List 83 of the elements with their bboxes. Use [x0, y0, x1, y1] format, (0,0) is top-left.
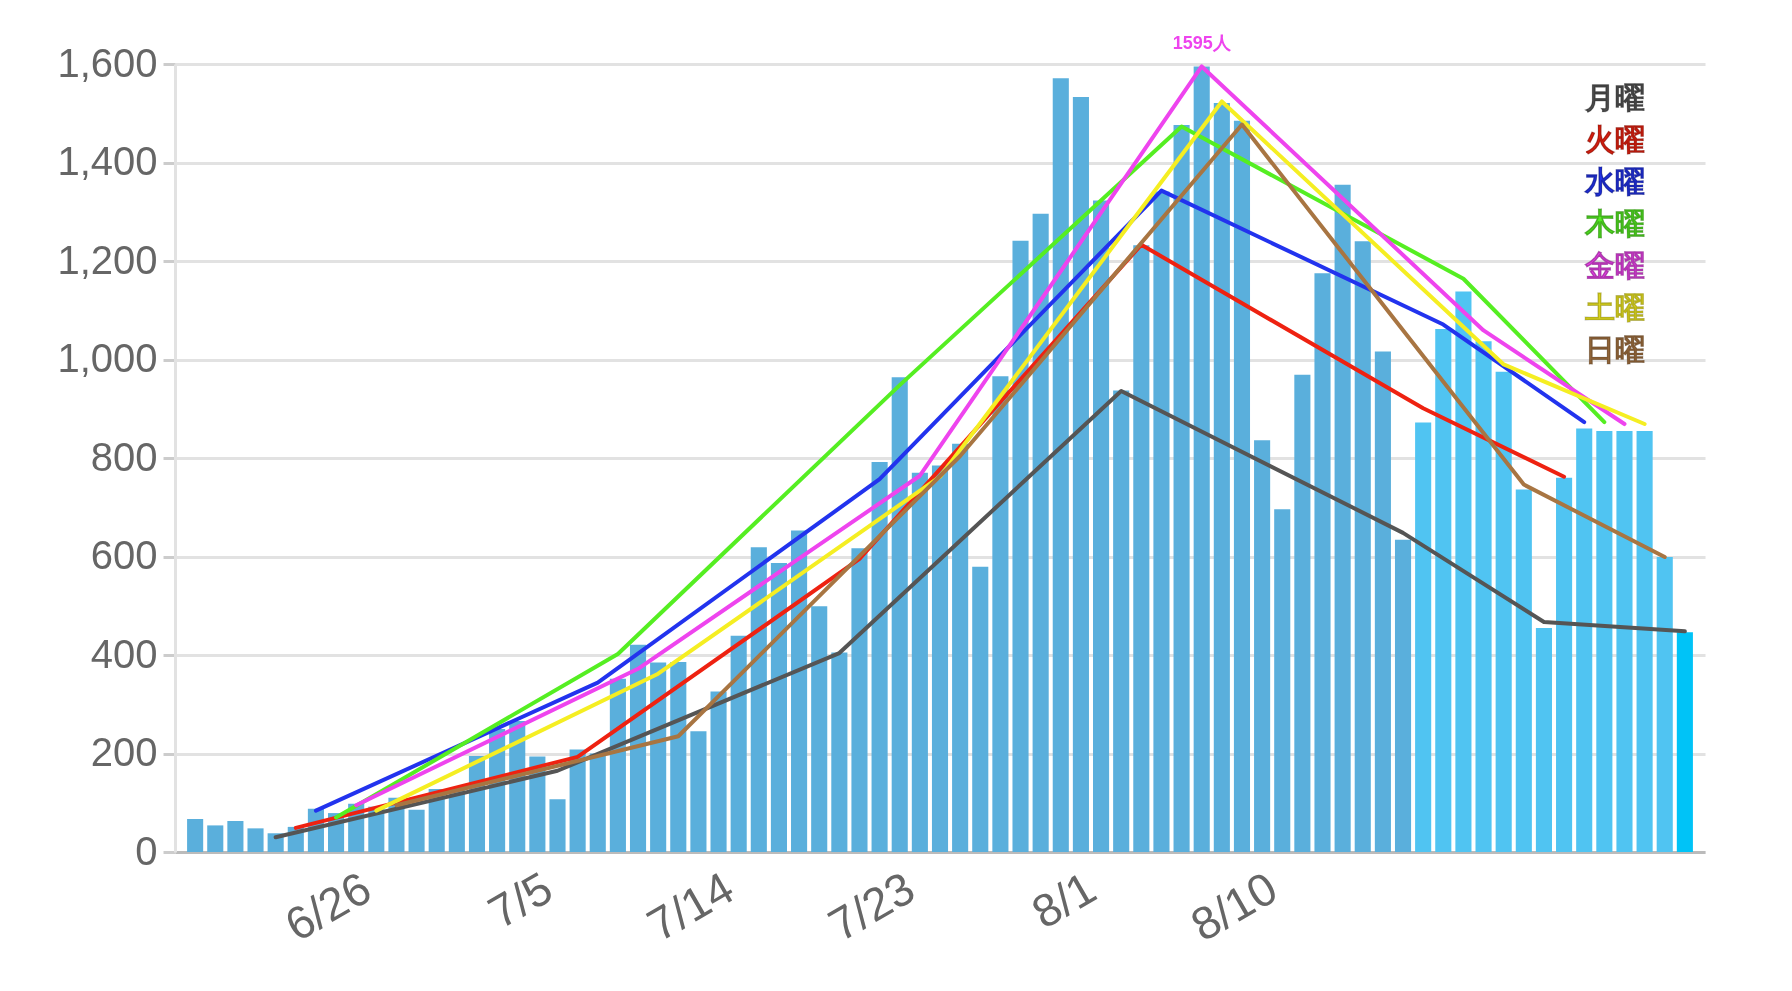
bar — [1093, 200, 1110, 852]
bar — [1233, 120, 1251, 852]
x-tick-label: 7/14 — [638, 861, 743, 952]
y-tick-label: 200 — [90, 730, 158, 774]
bar — [187, 819, 204, 852]
bar — [1173, 125, 1190, 852]
bar — [1616, 430, 1633, 852]
bar — [931, 465, 949, 852]
bar — [1676, 632, 1693, 852]
y-tick-label: 1,600 — [57, 40, 158, 85]
bar — [1153, 191, 1170, 852]
x-tick-label: 6/26 — [276, 861, 380, 952]
bar — [1254, 440, 1271, 852]
bar — [1394, 539, 1412, 852]
bar — [1012, 240, 1029, 852]
bar — [871, 461, 888, 852]
bar — [1072, 97, 1089, 852]
bar — [1556, 477, 1573, 852]
y-tick-label: 1,200 — [57, 237, 158, 282]
bar — [992, 376, 1009, 852]
bar — [730, 635, 747, 852]
text: 日曜 — [1585, 333, 1645, 366]
bar — [1596, 430, 1613, 852]
bar — [1415, 422, 1432, 852]
bar — [1032, 213, 1049, 852]
bar — [710, 691, 727, 852]
bar — [207, 825, 224, 852]
line-series — [273, 389, 1687, 840]
bar — [1354, 241, 1371, 852]
bar — [650, 662, 667, 852]
bar — [1656, 556, 1673, 852]
y-tick-label: 600 — [90, 533, 158, 577]
text: 月曜 — [1584, 81, 1645, 114]
x-tick-label: 8/1 — [1023, 861, 1105, 939]
bar — [770, 562, 787, 852]
bar — [1213, 102, 1230, 852]
y-tick-label: 0 — [135, 828, 158, 873]
bar — [911, 472, 928, 852]
bar — [408, 809, 425, 852]
bar — [1314, 273, 1331, 852]
annotation: 1595人 — [1172, 33, 1232, 54]
bar — [851, 548, 868, 852]
bar — [549, 799, 566, 852]
bar — [891, 377, 908, 852]
text: 木曜 — [1584, 207, 1645, 240]
bar — [690, 731, 707, 852]
bar — [1435, 328, 1452, 852]
bar — [1455, 291, 1472, 852]
y-tick-label: 1,000 — [57, 336, 158, 380]
text: 火曜 — [1585, 123, 1645, 156]
bar — [1636, 430, 1653, 852]
bar — [1495, 371, 1512, 852]
bar — [1274, 509, 1291, 852]
bar — [1535, 627, 1552, 852]
bar — [589, 753, 606, 852]
text: 土曜 — [1584, 291, 1645, 324]
y-tick-label: 400 — [90, 631, 158, 676]
y-tick-label: 800 — [90, 434, 158, 479]
x-tick-label: 7/5 — [479, 861, 561, 939]
bar — [1334, 184, 1351, 852]
bar — [1475, 341, 1492, 852]
bar — [1052, 78, 1069, 852]
bar — [831, 652, 848, 852]
bar — [1193, 66, 1210, 852]
y-tick-label: 1,400 — [57, 139, 158, 183]
bar — [1113, 390, 1130, 852]
text: 水曜 — [1584, 165, 1645, 198]
bar — [1294, 374, 1311, 852]
bar — [247, 828, 264, 852]
bar — [1576, 428, 1593, 852]
bar — [1515, 489, 1532, 852]
bar — [670, 661, 687, 852]
text: 金曜 — [1584, 249, 1645, 282]
bar — [227, 820, 244, 852]
bar — [811, 606, 828, 852]
bar — [750, 547, 767, 852]
x-tick-label: 8/10 — [1182, 861, 1286, 952]
bar — [952, 443, 969, 852]
bar — [1133, 245, 1150, 852]
x-tick-label: 7/23 — [819, 861, 924, 952]
bar — [791, 530, 808, 852]
bar — [1374, 351, 1391, 852]
bar — [972, 566, 989, 852]
